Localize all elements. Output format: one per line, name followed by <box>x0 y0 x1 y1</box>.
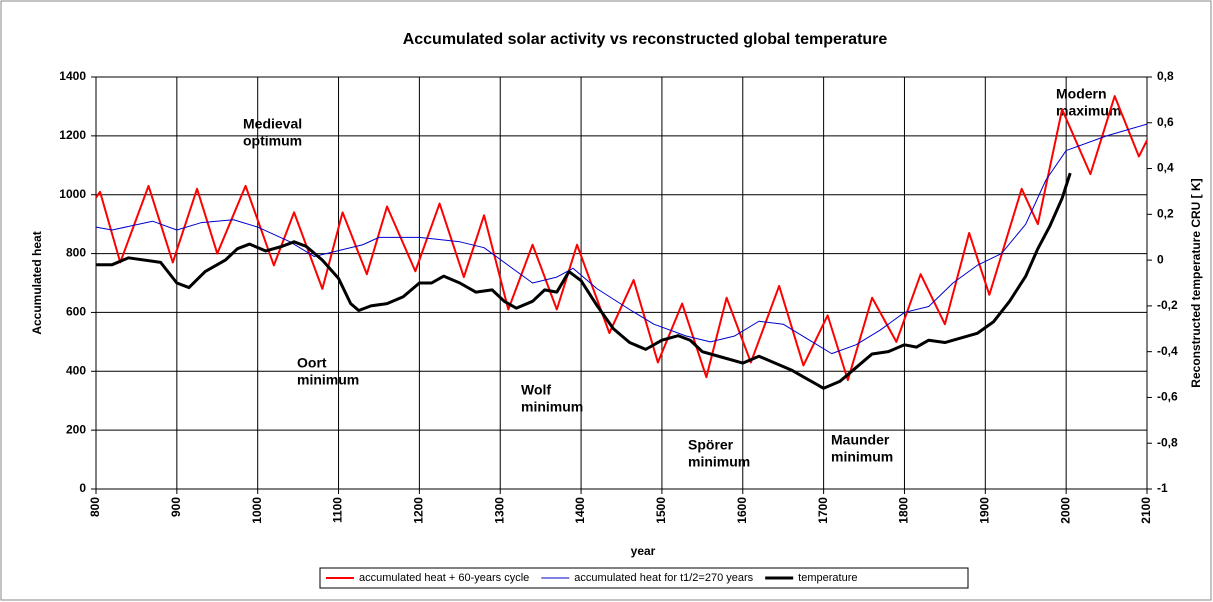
legend-box <box>319 567 969 589</box>
annotation: Maunder <box>831 432 890 448</box>
annotation: minimum <box>688 454 750 470</box>
legend-label: temperature <box>798 572 857 584</box>
annotation: Wolf <box>521 382 551 398</box>
y-tick-label: 1400 <box>59 69 86 83</box>
y-tick-label: 600 <box>66 305 86 319</box>
x-tick-label: 1200 <box>412 497 426 524</box>
y2-tick-label: -0,6 <box>1157 390 1178 404</box>
x-tick-label: 800 <box>88 497 102 517</box>
y2-tick-label: -0,8 <box>1157 435 1178 449</box>
y2-tick-label: 0,8 <box>1157 69 1174 83</box>
x-tick-label: 1500 <box>654 497 668 524</box>
y2-tick-label: 0,4 <box>1157 161 1174 175</box>
x-axis-label: year <box>631 544 656 558</box>
x-tick-label: 1100 <box>331 497 345 523</box>
annotation: minimum <box>521 399 583 415</box>
y-tick-label: 200 <box>66 422 86 436</box>
legend-label: accumulated heat + 60-years cycle <box>359 572 529 584</box>
legend-label: accumulated heat for t1/2=270 years <box>574 572 753 584</box>
y-tick-label: 400 <box>66 363 86 377</box>
y-tick-label: 0 <box>79 481 86 495</box>
annotation: Modern <box>1056 86 1107 102</box>
y2-tick-label: -0,4 <box>1157 344 1178 358</box>
plot-area <box>95 76 1148 490</box>
annotation: optimum <box>243 133 302 149</box>
y2-tick-label: -1 <box>1157 481 1168 495</box>
x-tick-label: 2000 <box>1058 497 1072 524</box>
chart-title: Accumulated solar activity vs reconstruc… <box>403 31 888 48</box>
x-tick-label: 1400 <box>573 497 587 524</box>
x-tick-label: 1800 <box>897 497 911 524</box>
y2-tick-label: 0 <box>1157 252 1164 266</box>
y2-tick-label: -0,2 <box>1157 298 1178 312</box>
y2-axis-label: Reconstructed temperature CRU [ K] <box>1189 178 1203 387</box>
y2-tick-label: 0,6 <box>1157 115 1174 129</box>
annotation: Medieval <box>243 116 302 132</box>
y-tick-label: 1000 <box>59 187 86 201</box>
x-tick-label: 1600 <box>735 497 749 524</box>
annotation: minimum <box>831 449 893 465</box>
annotation: minimum <box>297 372 359 388</box>
x-tick-label: 1000 <box>250 497 264 524</box>
x-tick-label: 2100 <box>1139 497 1153 524</box>
x-tick-label: 1900 <box>977 497 991 524</box>
annotation: Spörer <box>688 437 734 453</box>
y2-tick-label: 0,2 <box>1157 207 1174 221</box>
y-tick-label: 1200 <box>59 128 86 142</box>
x-tick-label: 1700 <box>816 497 830 524</box>
y-axis-label: Accumulated heat <box>30 231 44 334</box>
y-tick-label: 800 <box>66 246 86 260</box>
annotation: maximum <box>1056 103 1121 119</box>
series-line <box>95 123 1148 355</box>
annotation: Oort <box>297 355 327 371</box>
x-tick-label: 1300 <box>492 497 506 524</box>
x-tick-label: 900 <box>169 497 183 517</box>
series-line <box>96 172 1072 390</box>
